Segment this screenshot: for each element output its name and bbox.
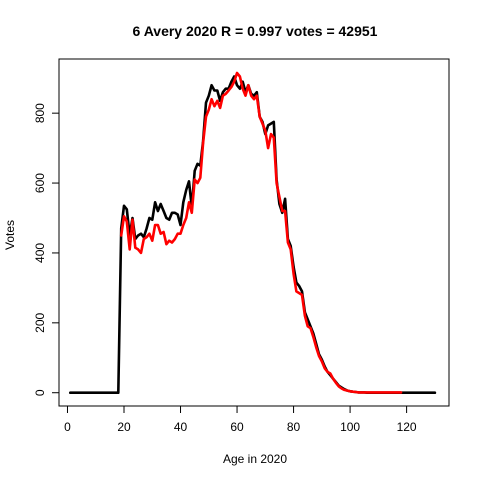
x-axis: 0 20 40 60 80 100 120: [64, 405, 417, 434]
y-tick-label: 800: [33, 103, 47, 123]
x-tick-label: 60: [230, 420, 244, 434]
x-tick-label: 40: [174, 420, 188, 434]
y-axis: 0 200 400 600 800: [33, 103, 60, 396]
y-tick-label: 400: [33, 243, 47, 263]
series-line-red: [119, 71, 403, 394]
y-tick-label: 0: [33, 389, 47, 396]
y-tick-label: 200: [33, 312, 47, 332]
x-tick-label: 20: [117, 420, 131, 434]
x-tick-label: 120: [397, 420, 417, 434]
y-axis-label: Votes: [3, 220, 17, 250]
x-tick-label: 80: [287, 420, 301, 434]
x-tick-label: 0: [64, 420, 71, 434]
series-layer: [69, 71, 437, 395]
x-axis-label: Age in 2020: [223, 452, 287, 466]
chart-title: 6 Avery 2020 R = 0.997 votes = 42951: [133, 23, 378, 39]
y-tick-label: 600: [33, 173, 47, 193]
x-tick-label: 100: [340, 420, 360, 434]
